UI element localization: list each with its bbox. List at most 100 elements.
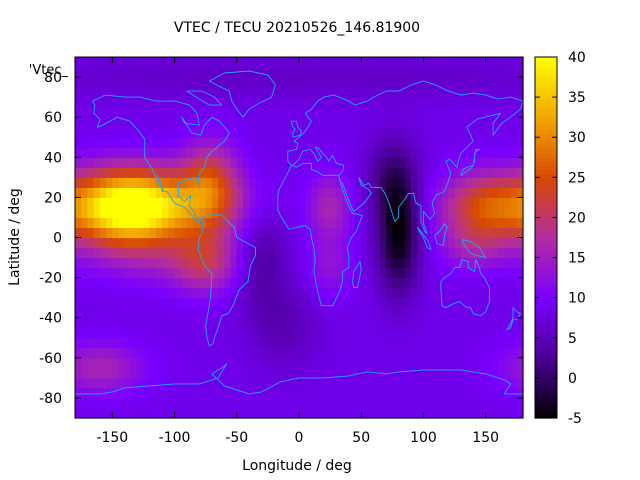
heatmap-cell <box>81 227 89 239</box>
colorbar-segment <box>535 253 557 259</box>
heatmap-cell <box>467 407 474 419</box>
heatmap-cell <box>361 307 369 319</box>
colorbar-segment <box>535 133 557 138</box>
heatmap-cell <box>106 117 113 128</box>
heatmap-cell <box>168 127 176 138</box>
heatmap-cell <box>348 357 356 369</box>
heatmap-cell <box>106 257 113 269</box>
heatmap-cell <box>118 157 126 168</box>
heatmap-cell <box>193 207 201 219</box>
heatmap-cell <box>211 137 219 148</box>
heatmap-cell <box>75 57 82 68</box>
colorbar-segment <box>535 189 557 194</box>
heatmap-cell <box>267 257 275 269</box>
heatmap-cell <box>417 167 425 178</box>
heatmap-cell <box>99 147 107 158</box>
heatmap-cell <box>491 347 499 359</box>
heatmap-cell <box>143 137 151 148</box>
heatmap-cell <box>342 127 350 138</box>
heatmap-cell <box>435 257 443 269</box>
heatmap-cell <box>180 297 188 309</box>
heatmap-cell <box>243 397 250 409</box>
heatmap-cell <box>473 277 481 289</box>
heatmap-cell <box>224 197 232 209</box>
heatmap-cell <box>199 207 207 219</box>
heatmap-cell <box>274 97 281 108</box>
heatmap-cell <box>267 177 275 188</box>
heatmap-cell <box>274 387 281 399</box>
heatmap-cell <box>467 377 474 389</box>
heatmap-cell <box>454 237 462 249</box>
heatmap-cell <box>137 357 145 369</box>
heatmap-cell <box>448 257 456 269</box>
heatmap-cell <box>448 167 456 178</box>
heatmap-cell <box>398 307 406 319</box>
heatmap-cell <box>174 177 182 188</box>
heatmap-cell <box>180 207 188 219</box>
heatmap-cell <box>404 187 412 198</box>
heatmap-cell <box>348 327 356 339</box>
heatmap-cell <box>155 367 163 379</box>
heatmap-cell <box>392 337 400 349</box>
heatmap-cell <box>392 267 400 279</box>
heatmap-cell <box>473 187 481 198</box>
heatmap-cell <box>498 237 505 249</box>
heatmap-cell <box>479 407 487 419</box>
heatmap-cell <box>435 337 443 349</box>
heatmap-cell <box>392 357 400 369</box>
heatmap-cell <box>342 147 350 158</box>
heatmap-cell <box>243 167 250 178</box>
heatmap-cell <box>373 277 381 289</box>
colorbar-segment <box>535 273 557 279</box>
heatmap-cell <box>261 327 269 339</box>
heatmap-cell <box>137 107 145 118</box>
heatmap-cell <box>398 87 406 98</box>
heatmap-cell <box>330 137 337 148</box>
heatmap-cell <box>448 337 456 349</box>
heatmap-cell <box>137 187 145 198</box>
heatmap-cell <box>99 287 107 299</box>
heatmap-cell <box>249 217 257 229</box>
heatmap-cell <box>87 317 95 329</box>
heatmap-cell <box>355 217 362 229</box>
heatmap-cell <box>99 347 107 359</box>
heatmap-cell <box>99 237 107 249</box>
heatmap-cell <box>162 317 169 329</box>
heatmap-cell <box>367 127 375 138</box>
heatmap-cell <box>317 407 325 419</box>
heatmap-cell <box>112 267 120 279</box>
heatmap-cell <box>454 367 462 379</box>
heatmap-cell <box>423 347 431 359</box>
heatmap-cell <box>112 287 120 299</box>
heatmap-cell <box>211 287 219 299</box>
heatmap-cell <box>205 137 213 148</box>
heatmap-cell <box>386 137 393 148</box>
heatmap-cell <box>417 247 425 259</box>
heatmap-cell <box>404 327 412 339</box>
heatmap-cell <box>137 327 145 339</box>
heatmap-cell <box>299 307 306 319</box>
heatmap-cell <box>516 227 524 239</box>
heatmap-cell <box>348 347 356 359</box>
heatmap-cell <box>187 87 194 98</box>
heatmap-cell <box>174 237 182 249</box>
heatmap-cell <box>87 377 95 389</box>
heatmap-cell <box>99 267 107 279</box>
heatmap-cell <box>386 77 393 88</box>
heatmap-cell <box>361 67 369 78</box>
heatmap-cell <box>330 287 337 299</box>
heatmap-cell <box>479 207 487 219</box>
heatmap-cell <box>330 247 337 259</box>
heatmap-cell <box>205 97 213 108</box>
heatmap-cell <box>174 307 182 319</box>
heatmap-cell <box>292 327 300 339</box>
heatmap-cell <box>355 177 362 188</box>
heatmap-cell <box>187 147 194 158</box>
heatmap-cell <box>199 57 207 68</box>
heatmap-cell <box>516 237 524 249</box>
heatmap-cell <box>199 167 207 178</box>
heatmap-cell <box>162 287 169 299</box>
heatmap-cell <box>498 257 505 269</box>
heatmap-cell <box>510 197 518 209</box>
